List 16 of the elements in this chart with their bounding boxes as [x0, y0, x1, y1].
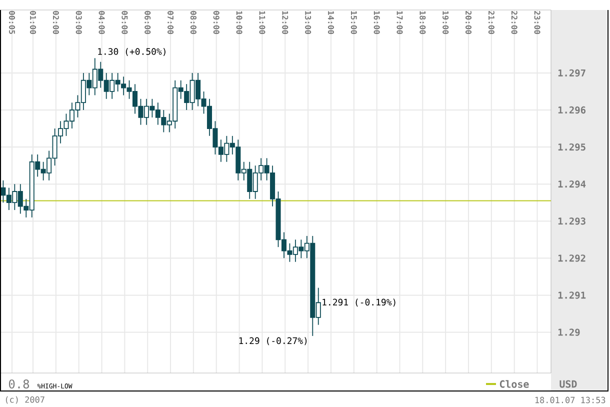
y-tick-label: 1.292	[558, 254, 586, 262]
text: 0.8	[8, 379, 30, 389]
y-tick-label: 1.293	[558, 218, 586, 225]
y-tick-label: 1.294	[558, 180, 586, 188]
annotation: 1.29 (-0.27%)	[239, 337, 307, 346]
annotation: 1.30 (+0.50%)	[98, 48, 166, 56]
annotation: 1.291 (-0.19%)	[322, 298, 396, 307]
text: (c) 2007	[6, 396, 44, 404]
y-axis-title: USD	[560, 380, 577, 388]
y-tick-label: 1.29	[558, 328, 580, 336]
y-tick-label: 1.291	[558, 292, 586, 299]
text: 18.01.07 13:53	[535, 396, 606, 404]
y-tick-label: 1.295	[558, 143, 586, 151]
y-tick-label: 1.297	[558, 69, 586, 77]
legend-label: Close	[500, 380, 529, 388]
y-tick-label: 1.296	[558, 106, 586, 114]
